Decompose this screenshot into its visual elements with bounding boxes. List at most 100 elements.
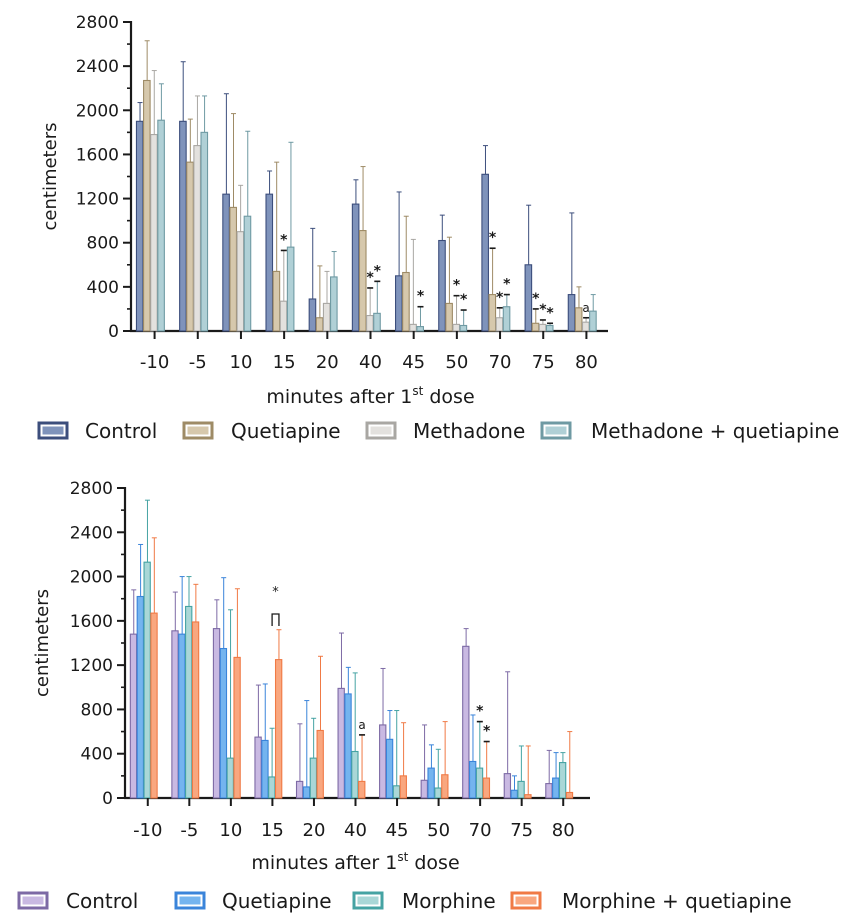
bar bbox=[434, 787, 442, 799]
x-tick-label: 80 bbox=[552, 820, 575, 841]
y-axis-label: centimeters bbox=[40, 123, 61, 231]
bar bbox=[191, 621, 200, 799]
y-tick-label: 800 bbox=[87, 234, 119, 254]
y-tick-label: 800 bbox=[81, 700, 113, 720]
bar bbox=[200, 131, 209, 332]
bar bbox=[427, 767, 435, 799]
legend-swatch bbox=[179, 896, 201, 905]
x-tick-label: 45 bbox=[402, 352, 425, 373]
x-tick-label: 40 bbox=[359, 352, 382, 373]
legend-swatch-outer bbox=[182, 421, 214, 440]
bar bbox=[129, 633, 138, 799]
legend-label: Control bbox=[85, 419, 157, 443]
legend-swatch bbox=[515, 896, 537, 905]
bar bbox=[143, 561, 151, 799]
significance-marker: * bbox=[546, 305, 554, 321]
bar bbox=[295, 780, 304, 799]
bar bbox=[462, 645, 470, 799]
bar bbox=[219, 647, 228, 799]
bar bbox=[286, 246, 295, 332]
bar bbox=[265, 193, 274, 332]
y-tick-label: 2000 bbox=[76, 101, 119, 121]
significance-marker: * bbox=[280, 232, 288, 248]
x-tick-label: 75 bbox=[510, 820, 533, 841]
bar bbox=[565, 791, 574, 799]
bar bbox=[309, 757, 318, 799]
bar bbox=[302, 786, 311, 799]
bar bbox=[143, 79, 151, 332]
significance-marker: * bbox=[476, 704, 484, 720]
bar bbox=[150, 134, 158, 332]
significance-marker: a bbox=[582, 301, 589, 315]
x-tick-label: 50 bbox=[445, 352, 468, 373]
significance-marker: * bbox=[503, 277, 511, 293]
significance-bracket bbox=[271, 613, 280, 626]
x-tick-label: -5 bbox=[180, 820, 198, 841]
bar bbox=[441, 774, 449, 799]
bar bbox=[193, 145, 201, 332]
x-axis-label: minutes after 1st dose bbox=[266, 384, 474, 408]
bar bbox=[150, 612, 158, 799]
bar bbox=[545, 783, 553, 799]
legend-label: Quetiapine bbox=[231, 419, 341, 443]
y-tick-label: 2800 bbox=[76, 13, 119, 33]
legend-swatch bbox=[187, 426, 209, 435]
bar bbox=[399, 775, 407, 799]
x-tick-label: 20 bbox=[303, 820, 326, 841]
bar bbox=[416, 326, 424, 332]
bar bbox=[243, 215, 252, 332]
significance-marker: * bbox=[532, 291, 540, 307]
x-tick-label: 70 bbox=[469, 820, 492, 841]
legend: Control Quetiapine Morphine Morphine + quet… bbox=[17, 889, 792, 913]
bar bbox=[495, 317, 504, 332]
x-tick-label: -10 bbox=[140, 352, 169, 373]
bar bbox=[308, 298, 317, 332]
legend-label: Quetiapine bbox=[222, 889, 332, 913]
bar bbox=[420, 779, 428, 799]
y-tick-label: 2400 bbox=[70, 523, 113, 543]
legend-label: Methadone bbox=[413, 419, 525, 443]
bar bbox=[438, 239, 446, 332]
bar bbox=[358, 780, 366, 799]
bar bbox=[136, 595, 144, 799]
bar bbox=[316, 729, 324, 799]
legend-swatch-outer bbox=[17, 891, 49, 910]
significance-marker: * bbox=[272, 585, 279, 600]
legend-swatch bbox=[370, 426, 392, 435]
bar bbox=[268, 776, 276, 799]
bar bbox=[222, 193, 230, 332]
legend-swatch-outer bbox=[352, 891, 384, 910]
bar bbox=[229, 206, 238, 332]
y-axis-label: centimeters bbox=[32, 589, 53, 697]
y-tick-label: 0 bbox=[102, 789, 113, 809]
y-tick-label: 2000 bbox=[70, 568, 113, 588]
legend-swatch bbox=[42, 426, 64, 435]
significance-marker: * bbox=[539, 302, 547, 318]
significance-marker: * bbox=[417, 289, 425, 305]
bar bbox=[488, 294, 497, 332]
x-tick-label: 15 bbox=[273, 352, 296, 373]
bar bbox=[567, 294, 576, 332]
x-tick-label: -5 bbox=[189, 352, 207, 373]
bar bbox=[459, 324, 468, 332]
bar bbox=[272, 270, 281, 332]
bar bbox=[524, 264, 533, 332]
bar bbox=[468, 760, 477, 799]
bar bbox=[233, 656, 241, 799]
bar bbox=[254, 736, 262, 799]
significance-marker: * bbox=[489, 230, 497, 246]
bar bbox=[481, 173, 489, 332]
legend-swatch bbox=[22, 896, 44, 905]
bar bbox=[558, 762, 567, 799]
significance-marker: * bbox=[453, 278, 461, 294]
x-tick-label: 75 bbox=[532, 352, 555, 373]
legend: Control Quetiapine Methadone Methadone + qu… bbox=[37, 419, 839, 443]
bar bbox=[261, 739, 269, 799]
legend-swatch-outer bbox=[365, 421, 397, 440]
x-tick-label: 80 bbox=[575, 352, 598, 373]
bar bbox=[226, 757, 234, 799]
y-tick-label: 400 bbox=[81, 745, 113, 765]
legend-swatch bbox=[545, 426, 567, 435]
y-tick-label: 1200 bbox=[70, 656, 113, 676]
